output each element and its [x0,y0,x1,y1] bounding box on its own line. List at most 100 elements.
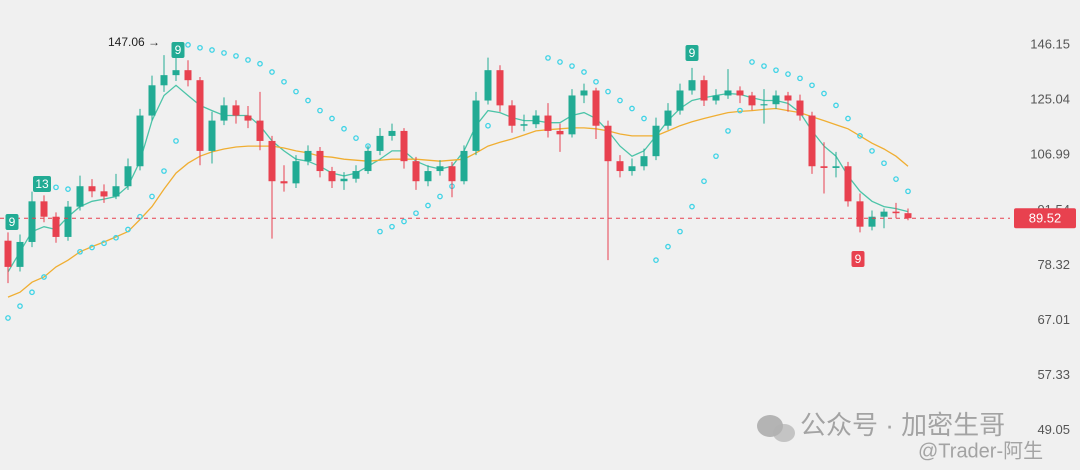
candle-body [556,130,564,135]
candle-body [700,80,708,101]
candle-body [880,211,888,217]
sar-dot [713,153,719,160]
sar-dot [305,97,311,104]
sar-dot [737,107,743,114]
td-count-label: 9 [855,252,862,266]
candle-body [352,171,360,179]
y-tick-label: 146.15 [1030,36,1070,51]
candle-body [856,201,864,227]
candle-body [568,95,576,135]
sar-dot [269,69,275,75]
candle-body [124,166,132,187]
watermark-icon [757,415,795,442]
candle-body [172,70,180,76]
sar-dot [665,243,671,250]
sar-dot [881,160,887,167]
candle-body [412,161,420,182]
sar-dot [605,88,611,95]
y-tick-label: 125.04 [1030,92,1070,107]
candle-body [820,166,828,168]
candle-body [112,186,120,197]
candle-body [808,115,816,167]
sar-dot [857,133,863,139]
candle-body [508,105,516,126]
candle-body [4,240,12,267]
sar-dot [209,47,215,53]
y-tick-label: 67.01 [1037,312,1070,327]
sar-dot [593,78,599,85]
candle-body [496,70,504,106]
candle-body [196,80,204,151]
candle-body [160,75,168,86]
sar-dot [221,50,227,56]
td-count-label: 9 [689,46,696,60]
candle-body [364,150,372,172]
candle-body [460,150,468,182]
candle-body [796,100,804,116]
high-annotation: 147.06 → [108,35,160,49]
candle-body [904,213,912,219]
candle-body [640,156,648,167]
candle-body [340,178,348,182]
sar-dot [905,188,911,195]
td-count-label: 9 [9,215,16,229]
sar-dot [653,257,659,264]
candle-body [16,241,24,267]
candle-body [28,201,36,242]
sar-dot [257,60,263,67]
sar-dot [149,193,155,200]
sar-dot [425,202,431,209]
candle-body [424,171,432,182]
candle-body [544,115,552,131]
candle-body [136,115,144,167]
sar-dot [761,63,767,69]
sar-dot [773,67,779,74]
sar-dot [413,210,419,217]
sar-dot [77,248,83,255]
sar-dot [317,107,323,114]
candle-body [520,124,528,126]
td-count-box [171,42,185,58]
candle-body [472,100,480,151]
y-tick-label: 78.32 [1037,257,1070,272]
candle-body [76,186,84,207]
moving-average-line [7,84,909,273]
candle-body [652,125,660,157]
candle-body [400,130,408,162]
candle-body [736,90,744,96]
sar-dot [617,97,623,104]
sar-dot [65,186,71,192]
candle-body [268,140,276,182]
candle-body [244,115,252,121]
candle-body [844,166,852,202]
sar-dot [401,218,407,225]
sar-dot [641,115,647,122]
candle-body [304,150,312,162]
candle-body [592,90,600,126]
candle-body [724,90,732,96]
candle-body [184,70,192,81]
candle-body [52,216,60,237]
sar-dot [173,138,179,144]
last-price-label: 89.52 [1029,211,1062,226]
y-tick-label: 49.05 [1037,422,1070,437]
candle-body [436,166,444,172]
candle-body [868,216,876,227]
sar-dot [485,122,491,129]
td-count-box [33,176,51,192]
sar-dot [245,57,251,63]
candle-body [664,110,672,126]
sar-dot [41,274,47,280]
td-count-box [685,45,699,61]
sar-dot [341,125,347,132]
sar-dot [893,176,899,182]
sar-dot [5,315,11,321]
sar-dot [137,213,143,220]
sar-dot [53,184,59,191]
candle-body [100,191,108,197]
candle-body [832,166,840,168]
td-count-label: 13 [35,177,49,191]
candle-body [148,85,156,116]
sar-dot [557,59,563,65]
